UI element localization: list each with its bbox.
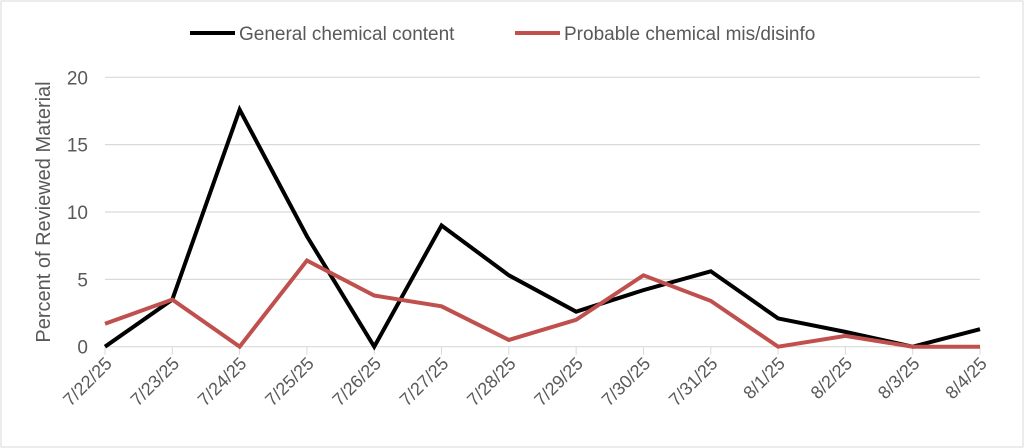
series-line-1 [103, 104, 981, 351]
y-tick-label: 0 [77, 338, 88, 359]
y-tick-label: 5 [77, 270, 88, 291]
legend-label: General chemical content [239, 24, 455, 45]
y-axis-label: Percent of Reviewed Material [33, 81, 55, 342]
y-tick-label: 20 [67, 68, 88, 89]
y-tick-label: 15 [67, 136, 88, 157]
y-tick-label: 10 [67, 203, 88, 224]
series-line-2 [104, 257, 980, 350]
legend-label: Probable chemical mis/disinfo [564, 24, 815, 45]
